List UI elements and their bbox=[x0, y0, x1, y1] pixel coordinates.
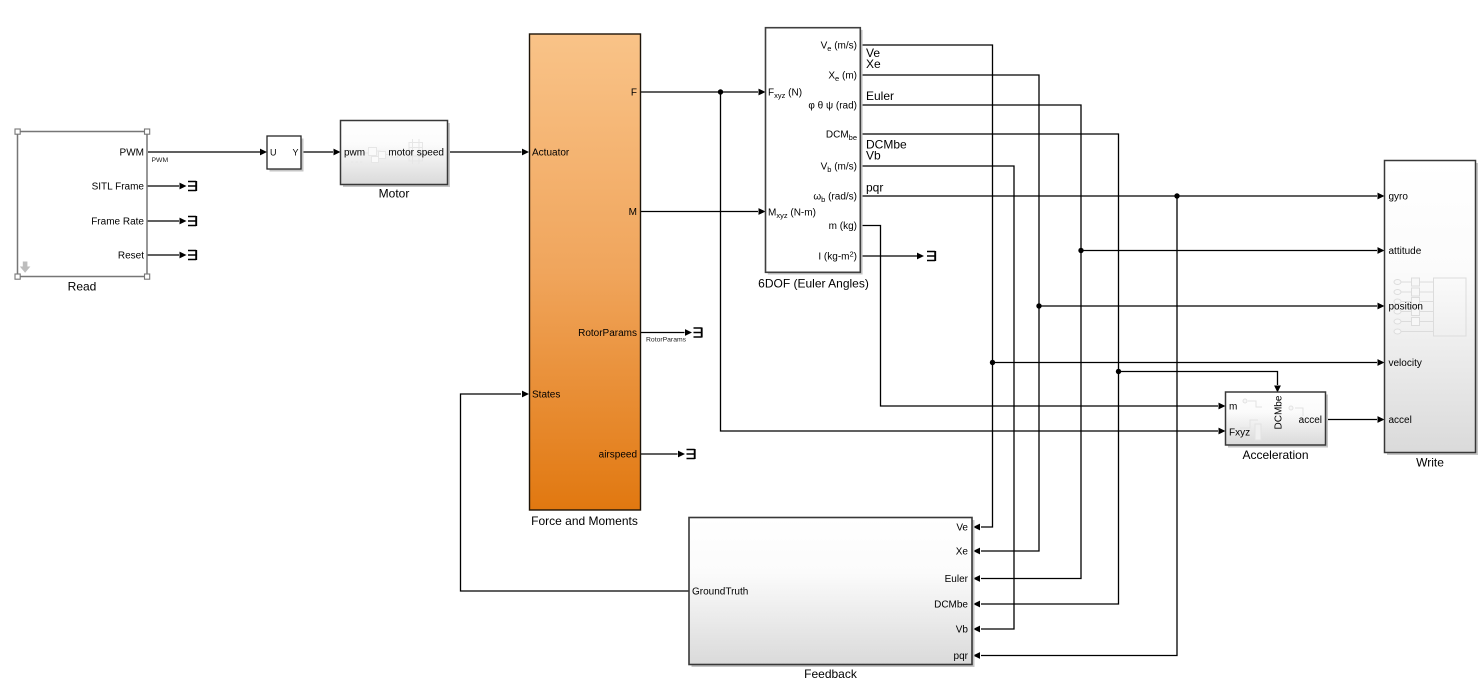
svg-text:Read: Read bbox=[68, 280, 97, 294]
svg-text:m: m bbox=[1229, 402, 1237, 413]
svg-text:RotorParams: RotorParams bbox=[578, 328, 637, 339]
svg-text:pqr: pqr bbox=[866, 181, 883, 195]
svg-text:airspeed: airspeed bbox=[599, 450, 637, 461]
svg-text:position: position bbox=[1389, 302, 1423, 313]
svg-text:ωb (rad/s): ωb (rad/s) bbox=[813, 192, 857, 205]
svg-text:6DOF (Euler Angles): 6DOF (Euler Angles) bbox=[758, 277, 869, 291]
svg-text:Actuator: Actuator bbox=[532, 148, 570, 159]
svg-text:SITL Frame: SITL Frame bbox=[92, 182, 145, 193]
svg-text:F: F bbox=[631, 88, 637, 99]
svg-text:Ve: Ve bbox=[956, 523, 968, 534]
svg-text:Mxyz (N-m): Mxyz (N-m) bbox=[768, 208, 816, 221]
svg-text:Reset: Reset bbox=[118, 251, 144, 262]
svg-text:φ θ ψ (rad): φ θ ψ (rad) bbox=[808, 101, 857, 112]
svg-text:Motor: Motor bbox=[379, 187, 410, 201]
svg-text:pwm: pwm bbox=[344, 148, 365, 159]
svg-text:Xe: Xe bbox=[866, 57, 881, 71]
svg-text:accel: accel bbox=[1299, 415, 1322, 426]
svg-text:Vb: Vb bbox=[866, 149, 881, 163]
svg-text:DCMbe: DCMbe bbox=[826, 130, 857, 143]
svg-text:motor speed: motor speed bbox=[388, 148, 444, 159]
svg-text:Euler: Euler bbox=[866, 89, 894, 103]
svg-text:States: States bbox=[532, 390, 560, 401]
svg-text:Y: Y bbox=[292, 148, 298, 158]
svg-text:DCMbe: DCMbe bbox=[1274, 395, 1285, 429]
svg-text:RotorParams: RotorParams bbox=[646, 337, 687, 344]
svg-text:Fxyz: Fxyz bbox=[1229, 428, 1250, 439]
svg-text:gyro: gyro bbox=[1389, 192, 1409, 203]
svg-text:PWM: PWM bbox=[152, 157, 169, 164]
svg-text:Fxyz (N): Fxyz (N) bbox=[768, 88, 802, 101]
svg-text:PWM: PWM bbox=[120, 148, 144, 159]
svg-text:Write: Write bbox=[1416, 456, 1444, 470]
svg-text:Ve: Ve bbox=[866, 46, 880, 60]
svg-text:U: U bbox=[270, 148, 277, 158]
svg-text:GroundTruth: GroundTruth bbox=[692, 587, 748, 598]
svg-text:Acceleration: Acceleration bbox=[1242, 448, 1308, 462]
svg-text:Vb: Vb bbox=[956, 625, 969, 636]
svg-text:Euler: Euler bbox=[945, 574, 969, 585]
svg-text:Xe (m): Xe (m) bbox=[828, 71, 857, 84]
svg-text:M: M bbox=[629, 207, 637, 218]
svg-text:Force and Moments: Force and Moments bbox=[531, 514, 638, 528]
svg-text:Ve (m/s): Ve (m/s) bbox=[821, 41, 857, 54]
svg-text:m (kg): m (kg) bbox=[829, 221, 857, 232]
svg-text:I (kg-m2): I (kg-m2) bbox=[818, 250, 857, 263]
svg-text:Xe: Xe bbox=[956, 547, 969, 558]
svg-text:DCMbe: DCMbe bbox=[934, 600, 968, 611]
svg-text:DCMbe: DCMbe bbox=[866, 138, 907, 152]
svg-text:accel: accel bbox=[1389, 415, 1412, 426]
svg-text:velocity: velocity bbox=[1389, 358, 1422, 369]
svg-text:attitude: attitude bbox=[1389, 246, 1422, 257]
svg-text:Vb (m/s): Vb (m/s) bbox=[821, 162, 857, 175]
svg-text:Feedback: Feedback bbox=[804, 667, 858, 681]
svg-text:Frame Rate: Frame Rate bbox=[91, 217, 144, 228]
svg-text:pqr: pqr bbox=[954, 651, 969, 662]
